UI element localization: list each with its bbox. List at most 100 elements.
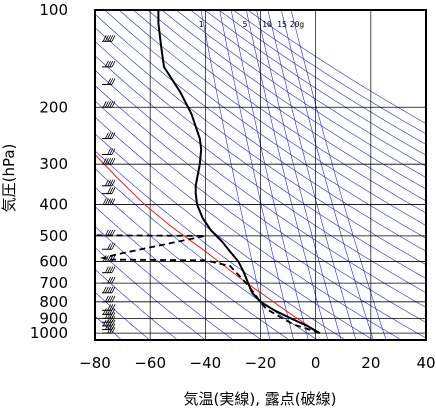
wind-barb <box>102 304 116 311</box>
wind-barb-feather <box>109 295 114 303</box>
wind-barb-feather <box>109 198 114 205</box>
wind-barb <box>102 179 116 187</box>
wind-barb-feather <box>107 304 111 311</box>
wind-barb-feather <box>105 158 109 165</box>
dry-adiabat-line <box>95 226 234 340</box>
wind-barb-feather <box>109 243 114 250</box>
wind-barb <box>102 255 116 262</box>
wind-barb <box>102 101 116 108</box>
y-tick-label: 200 <box>39 98 68 116</box>
mixing-ratio-line <box>230 10 309 340</box>
dry-adiabat-line <box>147 10 426 202</box>
wind-barb-feather <box>107 243 111 250</box>
wind-barb-feather <box>107 229 111 237</box>
wind-barb-feather <box>102 35 107 42</box>
dry-adiabat-line <box>95 13 426 252</box>
wind-barb-feather <box>107 187 111 194</box>
wind-barb-feather <box>107 198 111 205</box>
wind-barb <box>102 148 116 156</box>
wind-barb-feather <box>107 266 111 273</box>
wind-barb-feather <box>105 286 109 293</box>
dry-adiabat-line <box>95 100 426 339</box>
wind-barb-feather <box>102 198 107 205</box>
wind-barb-feather <box>102 101 107 108</box>
wind-barb-feather <box>102 308 107 315</box>
parcel-curve <box>95 154 321 334</box>
dry-adiabat-line <box>118 10 426 226</box>
wind-barb <box>102 295 116 303</box>
wind-barb-feather <box>107 78 111 85</box>
wind-barb-feather <box>111 266 116 273</box>
mixing-ratio-line <box>267 10 357 340</box>
wind-barb-feather <box>111 243 116 250</box>
x-tick-labels: −80 −60 −40 −20 0 20 40 <box>79 354 435 372</box>
mixing-ratio-label: 10 <box>262 20 272 29</box>
wind-barb-feather <box>111 295 116 303</box>
y-tick-label: 900 <box>39 309 68 327</box>
wind-barb-feather <box>102 158 107 165</box>
dry-adiabat-line <box>104 10 426 239</box>
y-tick-label: 300 <box>39 155 68 173</box>
dry-adiabat-line <box>133 10 426 214</box>
wind-barb-feather <box>105 101 109 108</box>
mixing-ratio-label: 15 <box>277 20 287 29</box>
wind-barb-feather <box>109 266 114 273</box>
y-tick-label: 1000 <box>30 324 68 342</box>
dry-adiabat-line <box>176 10 426 178</box>
wind-barb <box>102 78 116 85</box>
wind-barb-feather <box>109 148 114 155</box>
dry-adiabat-line <box>161 10 426 190</box>
wind-barb-feather <box>107 35 111 42</box>
dry-adiabat-line <box>95 40 426 279</box>
wind-barb-feather <box>105 179 109 186</box>
wind-barb-feather <box>107 148 111 155</box>
dry-adiabat-line <box>218 10 426 145</box>
y-tick-label: 100 <box>39 1 68 19</box>
dry-adiabat-line <box>95 116 402 340</box>
wind-barb-feather <box>109 101 114 108</box>
wind-barb-feather <box>105 255 109 262</box>
y-tick-label: 700 <box>39 274 68 292</box>
wind-barb-feather <box>107 132 111 139</box>
x-tick-label: 20 <box>361 354 380 372</box>
dry-adiabat-line <box>190 10 426 167</box>
wind-barb-feather <box>111 60 116 68</box>
mixing-ratio-line <box>200 10 271 340</box>
wind-barb-feather <box>111 187 116 194</box>
x-tick-label: −60 <box>134 354 166 372</box>
mixing-ratio-line <box>290 10 387 340</box>
dry-adiabat-line <box>95 55 426 294</box>
x-tick-label: 40 <box>416 354 435 372</box>
mixing-ratio-label: 1 <box>199 20 204 29</box>
wind-barb <box>102 266 116 274</box>
wind-barb <box>102 187 116 195</box>
wind-barb <box>102 286 116 294</box>
dry-adiabat-line <box>95 85 426 323</box>
y-tick-label: 400 <box>39 196 68 214</box>
mixing-ratio-labels: 1 5 10 15 20g <box>199 20 305 29</box>
y-tick-label: 500 <box>39 227 68 245</box>
wind-barb-feather <box>102 319 107 327</box>
wind-barb-feather <box>107 179 111 186</box>
wind-barb <box>102 60 116 68</box>
wind-barb-feather <box>109 35 114 42</box>
dry-adiabat-line <box>95 247 206 340</box>
wind-barb-feather <box>109 179 114 186</box>
wind-barb-feather <box>111 179 116 186</box>
dry-adiabat-line <box>204 10 426 156</box>
wind-barb-feather <box>111 101 116 108</box>
wind-barb-feather <box>102 255 107 262</box>
wind-barb-feather <box>111 308 116 315</box>
wind-barb <box>102 198 116 206</box>
wind-barb-feather <box>109 158 114 165</box>
mixing-ratio-label: 20g <box>290 20 305 29</box>
wind-barb <box>102 35 116 42</box>
wind-barb <box>102 276 116 284</box>
wind-barb-feather <box>109 255 114 262</box>
reference-lines <box>95 10 426 340</box>
plot-frame <box>94 9 427 341</box>
wind-barb <box>102 229 116 237</box>
